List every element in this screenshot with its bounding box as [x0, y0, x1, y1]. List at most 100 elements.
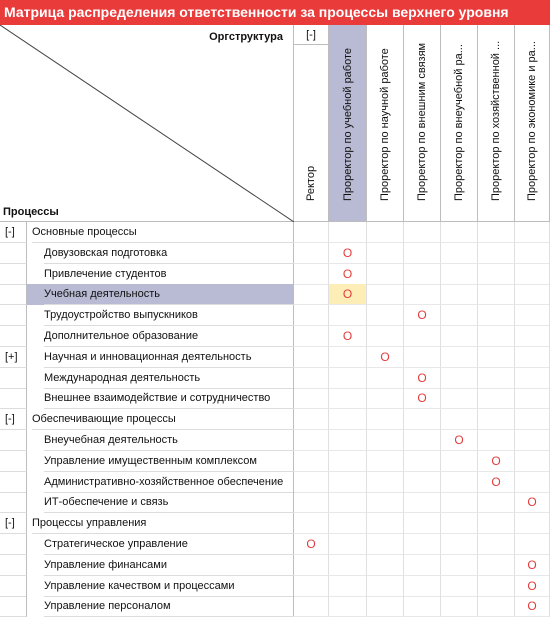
process-row[interactable]: ИТ-обеспечение и связь O	[0, 492, 550, 514]
matrix-cell[interactable]	[441, 284, 478, 306]
matrix-cell[interactable]	[441, 242, 478, 264]
matrix-cell[interactable]	[478, 492, 515, 514]
matrix-cell[interactable]	[404, 492, 441, 514]
process-row[interactable]: Управление финансами O	[0, 554, 550, 576]
process-label-cell[interactable]: Привлечение студентов	[27, 263, 294, 285]
matrix-cell[interactable]	[404, 450, 441, 472]
matrix-cell[interactable]	[478, 222, 515, 243]
responsibility-mark[interactable]: O	[441, 430, 478, 451]
matrix-cell[interactable]	[404, 534, 441, 555]
responsibility-mark[interactable]: O	[404, 367, 441, 389]
matrix-cell[interactable]	[294, 305, 329, 327]
matrix-cell[interactable]	[478, 263, 515, 285]
matrix-cell[interactable]	[441, 305, 478, 327]
matrix-cell[interactable]	[294, 492, 329, 514]
responsibility-mark[interactable]: O	[329, 326, 367, 347]
matrix-cell[interactable]	[367, 284, 404, 306]
matrix-cell[interactable]	[515, 263, 550, 285]
matrix-cell[interactable]	[367, 471, 404, 493]
matrix-cell[interactable]	[367, 388, 404, 410]
column-header-6[interactable]: Проректор по экономике и ра...	[515, 25, 550, 222]
matrix-cell[interactable]	[367, 367, 404, 389]
matrix-cell[interactable]	[404, 263, 441, 285]
matrix-cell[interactable]	[478, 242, 515, 264]
responsibility-mark[interactable]: O	[478, 450, 515, 472]
matrix-cell[interactable]	[515, 430, 550, 451]
process-row[interactable]: [-] Процессы управления	[0, 513, 550, 535]
matrix-cell[interactable]	[515, 284, 550, 306]
responsibility-mark[interactable]: O	[329, 263, 367, 285]
matrix-cell[interactable]	[329, 430, 367, 451]
matrix-cell[interactable]	[404, 513, 441, 535]
responsibility-mark[interactable]: O	[515, 596, 550, 618]
matrix-cell[interactable]	[294, 346, 329, 368]
matrix-cell[interactable]	[294, 430, 329, 451]
process-row[interactable]: [-] Обеспечивающие процессы	[0, 409, 550, 431]
matrix-cell[interactable]	[404, 554, 441, 576]
matrix-cell[interactable]	[329, 450, 367, 472]
column-header-5[interactable]: Проректор по хозяйственной ...	[478, 25, 515, 222]
matrix-cell[interactable]	[404, 596, 441, 618]
responsibility-mark[interactable]: O	[294, 534, 329, 555]
matrix-cell[interactable]	[294, 242, 329, 264]
process-row[interactable]: Управление качеством и процессами O	[0, 575, 550, 597]
matrix-cell[interactable]	[294, 263, 329, 285]
matrix-cell[interactable]	[478, 513, 515, 535]
matrix-cell[interactable]	[367, 263, 404, 285]
row-toggle[interactable]: [+]	[0, 346, 27, 368]
matrix-cell[interactable]	[367, 430, 404, 451]
matrix-cell[interactable]	[441, 450, 478, 472]
matrix-cell[interactable]	[441, 409, 478, 431]
matrix-cell[interactable]	[441, 367, 478, 389]
matrix-cell[interactable]	[478, 326, 515, 347]
process-label-cell[interactable]: Обеспечивающие процессы	[27, 409, 294, 431]
matrix-cell[interactable]	[367, 450, 404, 472]
matrix-cell[interactable]	[404, 346, 441, 368]
matrix-cell[interactable]	[294, 554, 329, 576]
matrix-cell[interactable]	[367, 554, 404, 576]
column-header-4[interactable]: Проректор по внеучебной ра...	[441, 25, 478, 222]
matrix-cell[interactable]	[441, 222, 478, 243]
matrix-cell[interactable]	[367, 534, 404, 555]
column-header-0[interactable]: Ректор	[294, 45, 329, 222]
process-row[interactable]: [-] Основные процессы	[0, 222, 550, 243]
matrix-cell[interactable]	[441, 534, 478, 555]
matrix-cell[interactable]	[294, 513, 329, 535]
process-row[interactable]: Довузовская подготовка O	[0, 242, 550, 264]
process-row[interactable]: Привлечение студентов O	[0, 263, 550, 285]
matrix-cell[interactable]	[515, 409, 550, 431]
matrix-cell[interactable]	[329, 305, 367, 327]
matrix-cell[interactable]	[478, 367, 515, 389]
matrix-cell[interactable]	[515, 513, 550, 535]
matrix-cell[interactable]	[478, 430, 515, 451]
matrix-cell[interactable]	[404, 284, 441, 306]
column-collapse-toggle[interactable]: [-]	[294, 25, 329, 45]
matrix-cell[interactable]	[294, 471, 329, 493]
matrix-cell[interactable]	[404, 471, 441, 493]
matrix-cell[interactable]	[294, 596, 329, 618]
matrix-cell[interactable]	[329, 492, 367, 514]
process-label-cell[interactable]: Внешнее взаимодействие и сотрудничество	[27, 388, 294, 410]
matrix-cell[interactable]	[441, 388, 478, 410]
row-toggle[interactable]: [-]	[0, 513, 27, 535]
matrix-cell[interactable]	[367, 513, 404, 535]
matrix-cell[interactable]	[441, 326, 478, 347]
process-label-cell[interactable]: Административно-хозяйственное обеспечени…	[27, 471, 294, 493]
column-header-3[interactable]: Проректор по внешним связям	[404, 25, 441, 222]
matrix-cell[interactable]	[329, 222, 367, 243]
matrix-cell[interactable]	[441, 554, 478, 576]
matrix-cell[interactable]	[294, 284, 329, 306]
matrix-cell[interactable]	[478, 346, 515, 368]
matrix-cell[interactable]	[515, 388, 550, 410]
matrix-cell[interactable]	[441, 263, 478, 285]
process-row[interactable]: Учебная деятельность O	[0, 284, 550, 306]
matrix-cell[interactable]	[367, 409, 404, 431]
process-label-cell[interactable]: Международная деятельность	[27, 367, 294, 389]
process-label-cell[interactable]: Научная и инновационная деятельность	[27, 346, 294, 368]
matrix-cell[interactable]	[367, 575, 404, 597]
matrix-cell[interactable]	[441, 513, 478, 535]
process-row[interactable]: Административно-хозяйственное обеспечени…	[0, 471, 550, 493]
row-toggle[interactable]: [-]	[0, 409, 27, 431]
matrix-cell[interactable]	[515, 242, 550, 264]
matrix-cell[interactable]	[294, 450, 329, 472]
